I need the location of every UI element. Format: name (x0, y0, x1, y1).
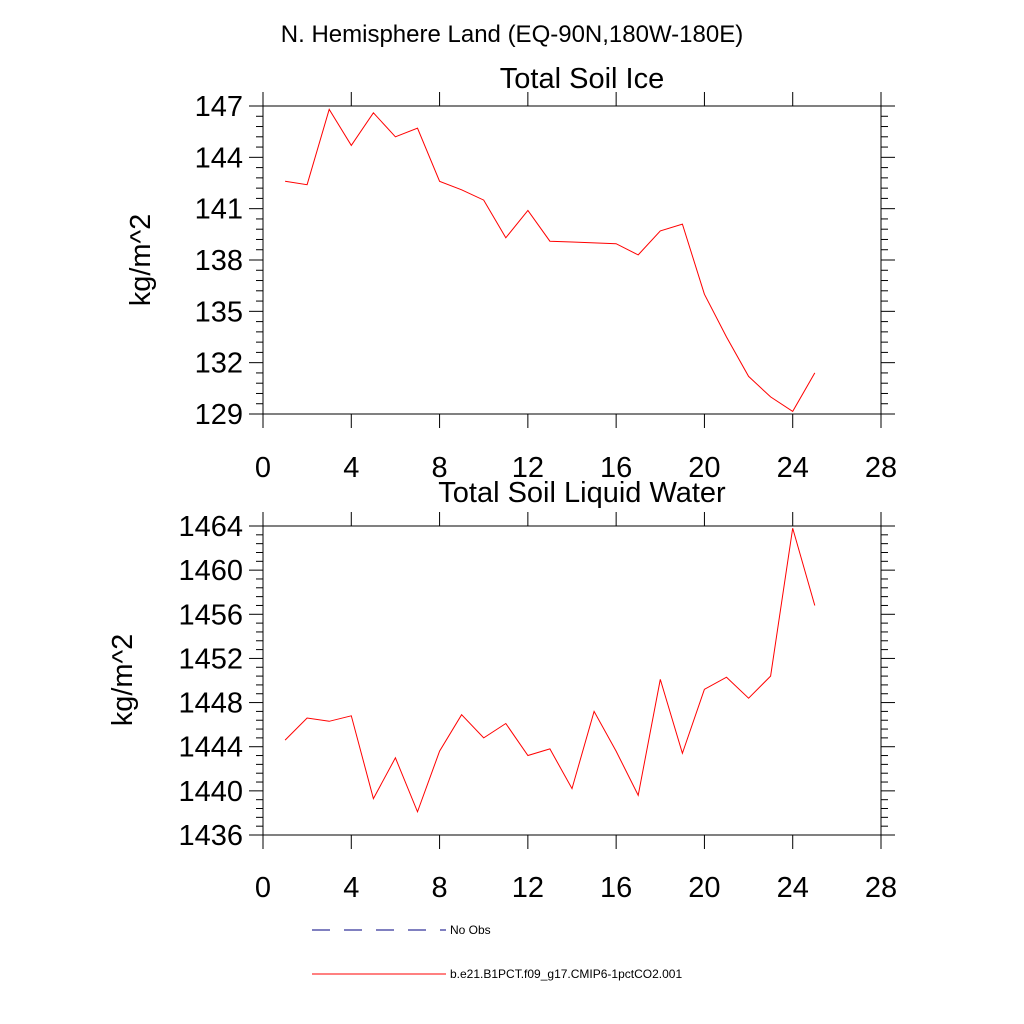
x-tick-label: 28 (865, 872, 897, 904)
x-tick-label: 8 (432, 872, 448, 904)
y-tick-label: 1440 (178, 776, 243, 808)
x-tick-label: 20 (688, 452, 720, 484)
x-tick-label: 16 (600, 452, 632, 484)
x-tick-label: 0 (255, 872, 271, 904)
legend-label: No Obs (450, 923, 491, 937)
y-tick-label: 129 (195, 399, 243, 431)
x-tick-label: 0 (255, 452, 271, 484)
y-tick-label: 141 (195, 194, 243, 226)
legend-item: b.e21.B1PCT.f09_g17.CMIP6-1pctCO2.001 (312, 967, 682, 981)
y-tick-label: 1464 (178, 511, 243, 543)
x-tick-label: 4 (343, 872, 359, 904)
chart-panels: Total Soil Ice 129 132 135 138 141 144 147 0 4 8 12… (107, 63, 897, 904)
x-tick-label: 24 (777, 452, 809, 484)
legend-item: No Obs (312, 923, 491, 937)
y-tick-label: 144 (195, 142, 243, 174)
x-tick-label: 24 (777, 872, 809, 904)
y-tick-label: 1444 (178, 732, 243, 764)
plot-frame (262, 105, 882, 415)
y-tick-label: 138 (195, 245, 243, 277)
y-axis-label: kg/m^2 (125, 214, 157, 307)
y-tick-label: 135 (195, 296, 243, 328)
series-line (285, 108, 816, 413)
y-tick-label: 132 (195, 348, 243, 380)
y-tick-label: 1448 (178, 688, 243, 720)
main-title: N. Hemisphere Land (EQ-90N,180W-180E) (281, 21, 743, 48)
legend-label: b.e21.B1PCT.f09_g17.CMIP6-1pctCO2.001 (450, 967, 682, 981)
x-tick-label: 12 (512, 452, 544, 484)
y-tick-label: 147 (195, 91, 243, 123)
series-line (284, 528, 816, 814)
x-tick-label: 20 (688, 872, 720, 904)
y-tick-label: 1456 (178, 599, 243, 631)
y-axis-label: kg/m^2 (107, 634, 139, 727)
plot-frame (262, 525, 882, 836)
x-tick-label: 12 (512, 872, 544, 904)
x-tick-label: 16 (600, 872, 632, 904)
panel-1: Total Soil Ice 129 132 135 138 141 144 147 0 4 8 12… (125, 63, 897, 484)
y-tick-label: 1452 (178, 643, 243, 675)
y-tick-label: 1460 (178, 555, 243, 587)
panel-title: Total Soil Liquid Water (438, 477, 726, 509)
y-tick-label: 1436 (178, 820, 243, 852)
x-tick-label: 8 (432, 452, 448, 484)
x-tick-label: 28 (865, 452, 897, 484)
panel-title: Total Soil Ice (500, 63, 664, 95)
x-tick-label: 4 (343, 452, 359, 484)
legend: No Obs b.e21.B1PCT.f09_g17.CMIP6-1pctCO2.… (312, 923, 682, 981)
panel-2: Total Soil Liquid Water 1436 1440 1444 1448 1… (107, 477, 897, 904)
